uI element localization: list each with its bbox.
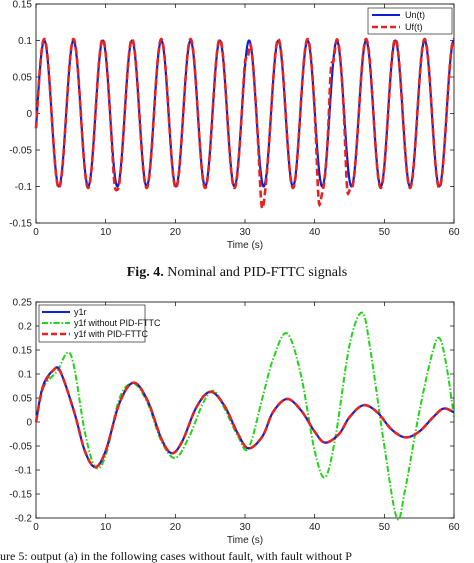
- y-tick-label: 0.15: [13, 0, 33, 11]
- x-tick-label: 0: [33, 227, 39, 238]
- x-tick-label: 20: [170, 227, 182, 238]
- x-axis-label-1: Time (s): [227, 240, 263, 251]
- legend-label-un: Un(t): [405, 10, 425, 20]
- y-tick-label: 0.25: [13, 298, 33, 309]
- legend-label-uf: Uf(t): [405, 22, 423, 32]
- chart-output-cases: 0 10 20 30 40 50 60 -0.2 -0.15 -0.1 -0.05 0 0.05 0.1 0…: [9, 298, 460, 547]
- chart-nominal-vs-faulty: 0 10 20 30 40 50 60-0.15-0.1-0.0500.050.10.15 …: [9, 0, 460, 251]
- x-axis-label-2: Time (s): [227, 535, 263, 546]
- legend-label-y1r: y1r: [74, 307, 87, 317]
- axes-ticks-1: 0 10 20 30 40 50 60 -0.15 -0.1 -0.05 0 0.05 0.1 0.15: [9, 0, 460, 238]
- legend-label-y1f-without: y1f without PID-FTTC: [74, 318, 161, 328]
- legend-label-y1f-with: y1f with PID-FTTC: [74, 329, 149, 339]
- x-tick-label: 40: [309, 227, 321, 238]
- y-tick-label: 0.2: [18, 322, 32, 333]
- series-line-y1f-with: [34, 365, 455, 469]
- y-tick-label: 0.1: [18, 36, 32, 47]
- y-tick-label: 0.15: [13, 346, 33, 357]
- caption-label: Fig. 4.: [127, 265, 164, 280]
- x-tick-label: 50: [379, 522, 391, 533]
- x-tick-label: 10: [100, 522, 112, 533]
- series-lines-1: [34, 37, 455, 211]
- y-tick-label: -0.2: [15, 514, 33, 525]
- y-tick-label: 0.05: [13, 73, 33, 84]
- legend-box-1: [367, 7, 453, 35]
- x-tick-label: 30: [239, 522, 251, 533]
- legend-2: y1r y1f without PID-FTTC y1f with PID-FT…: [38, 304, 161, 343]
- figure-caption: Fig. 4. Nominal and PID-FTTC signals: [127, 265, 348, 280]
- y-tick-label: 0.1: [18, 370, 32, 381]
- series-lines-2: [34, 311, 455, 521]
- y-tick-label: -0.15: [9, 490, 32, 501]
- y-tick-label: -0.05: [9, 442, 32, 453]
- y-tick-label: 0: [26, 418, 32, 429]
- y-tick-label: 0.05: [13, 394, 33, 405]
- x-tick-label: 60: [448, 522, 460, 533]
- x-tick-label: 0: [33, 522, 39, 533]
- caption-text: Nominal and PID-FTTC signals: [164, 265, 348, 280]
- y-tick-label: -0.15: [9, 219, 32, 230]
- x-tick-label: 10: [100, 227, 112, 238]
- x-tick-label: 60: [448, 227, 460, 238]
- series-line-y1f-without: [35, 311, 455, 521]
- y-tick-label: 0: [26, 109, 32, 120]
- x-tick-label: 30: [239, 227, 251, 238]
- plot-area-1: [35, 3, 455, 224]
- x-tick-label: 50: [379, 227, 391, 238]
- y-tick-label: -0.05: [9, 146, 32, 157]
- legend-1: Un(t) Uf(t): [367, 7, 453, 35]
- bottom-caption-fragment: ure 5: output (a) in the following cases…: [0, 549, 352, 563]
- axes-ticks-2: 0 10 20 30 40 50 60 -0.2 -0.15 -0.1 -0.05 0 0.05 0.1 0…: [9, 298, 460, 534]
- x-tick-label: 40: [309, 522, 321, 533]
- y-tick-label: -0.1: [15, 182, 33, 193]
- y-tick-label: -0.1: [15, 466, 33, 477]
- x-tick-label: 20: [170, 522, 182, 533]
- series-line-uf: [34, 37, 455, 211]
